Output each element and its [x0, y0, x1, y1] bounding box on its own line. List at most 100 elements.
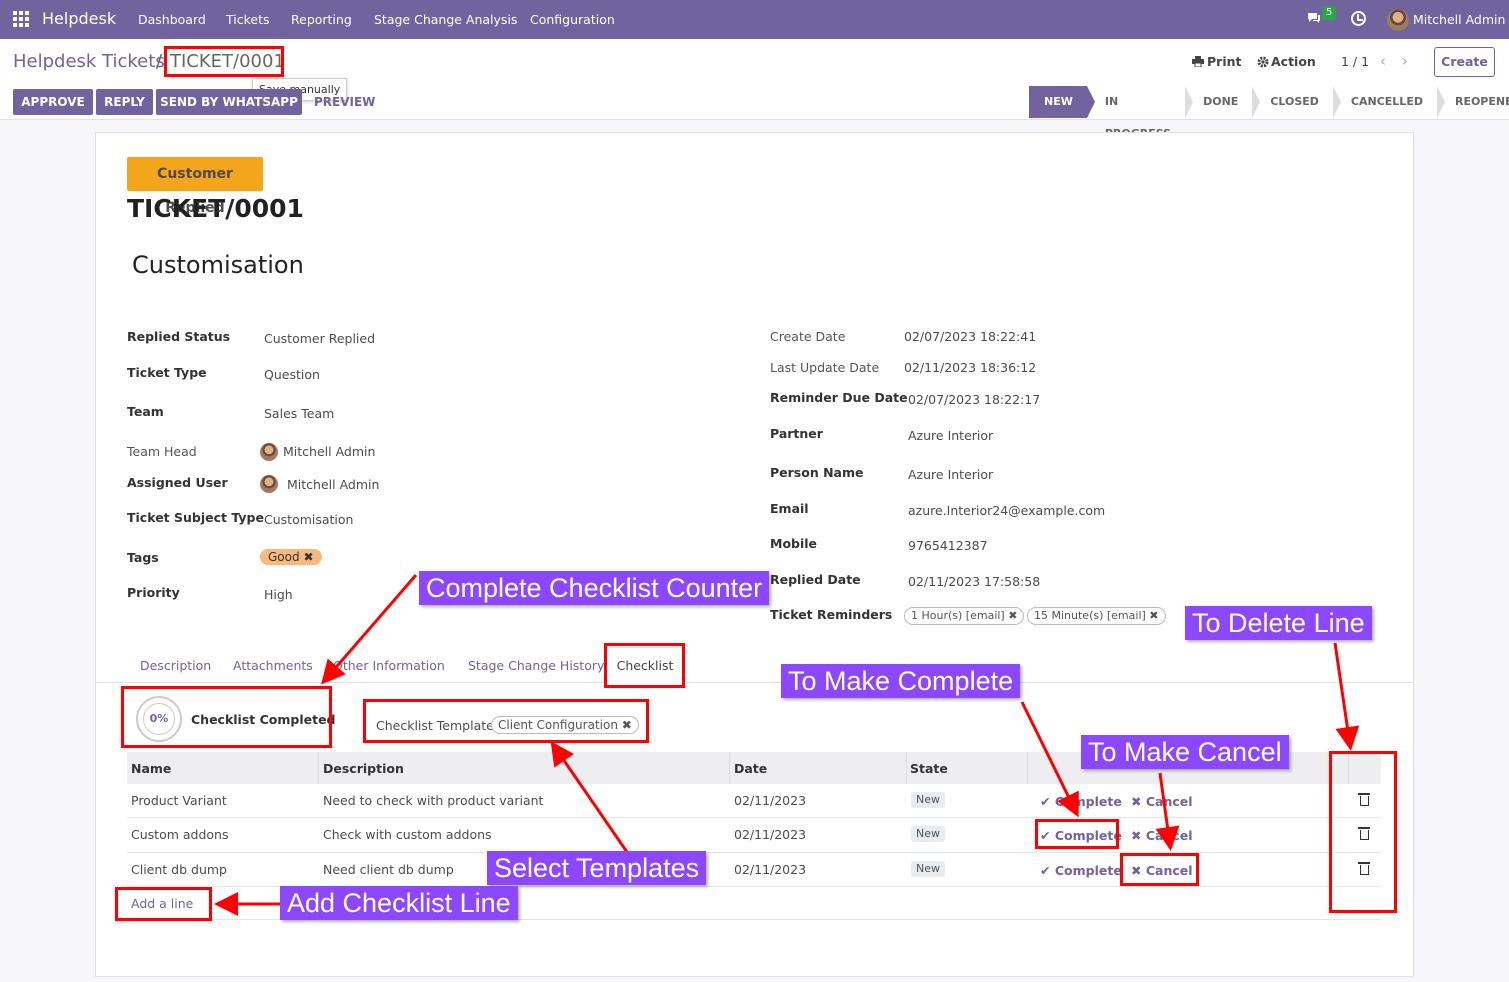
value-mobile[interactable]: 9765412387 — [908, 538, 988, 553]
col-date[interactable]: Date — [734, 761, 768, 776]
value-assigned-user[interactable]: Mitchell Admin — [287, 477, 380, 492]
row2-date[interactable]: 02/11/2023 — [734, 827, 807, 842]
action-button[interactable]: Action — [1271, 54, 1316, 69]
highlight-complete — [1035, 819, 1119, 849]
check-icon: ✔ — [1040, 828, 1051, 843]
value-reminder-due-date[interactable]: 02/07/2023 18:22:17 — [908, 392, 1041, 407]
approve-button[interactable]: APPROVE — [13, 89, 93, 115]
label-mobile: Mobile — [770, 536, 818, 551]
row3-description[interactable]: Need client db dump — [323, 862, 454, 877]
row1-cancel-button[interactable]: ✖ Cancel — [1131, 794, 1193, 809]
user-avatar[interactable] — [1387, 9, 1409, 31]
row1-cancel-label: Cancel — [1145, 794, 1193, 809]
stage-reopened[interactable]: REOPENED — [1437, 86, 1509, 118]
row3-cancel-label: Cancel — [1145, 863, 1193, 878]
breadcrumb-parent[interactable]: Helpdesk Tickets — [13, 51, 165, 72]
print-icon[interactable] — [1192, 56, 1204, 67]
value-email[interactable]: azure.Interior24@example.com — [908, 503, 1106, 518]
value-ticket-type[interactable]: Question — [264, 367, 320, 382]
row2-complete-button[interactable]: ✔ Complete — [1040, 828, 1122, 843]
label-last-update-date: Last Update Date — [770, 360, 880, 375]
value-replied-date[interactable]: 02/11/2023 17:58:58 — [908, 574, 1041, 589]
value-replied-status[interactable]: Customer Replied — [264, 331, 376, 346]
chat-icon[interactable] — [1306, 10, 1322, 26]
value-ticket-subject-type[interactable]: Customisation — [264, 512, 354, 527]
pager-prev-icon[interactable]: ‹ — [1380, 52, 1386, 70]
add-a-line-link[interactable]: Add a line — [131, 896, 194, 911]
stage-cancelled[interactable]: CANCELLED — [1333, 86, 1446, 118]
preview-button[interactable]: PREVIEW — [314, 95, 376, 109]
create-button[interactable]: Create — [1434, 47, 1495, 77]
value-team[interactable]: Sales Team — [264, 406, 335, 421]
menu-dashboard[interactable]: Dashboard — [138, 12, 206, 27]
tab-stage-change-history[interactable]: Stage Change History — [468, 658, 605, 673]
activity-clock-icon[interactable] — [1351, 11, 1366, 26]
row3-delete-icon[interactable] — [1358, 862, 1370, 875]
row2-description[interactable]: Check with custom addons — [323, 827, 492, 842]
row1-description[interactable]: Need to check with product variant — [323, 793, 544, 808]
row1-name[interactable]: Product Variant — [131, 793, 227, 808]
tag-good-label: Good — [268, 550, 300, 564]
label-priority: Priority — [127, 585, 180, 600]
value-last-update-date: 02/11/2023 18:36:12 — [904, 360, 1037, 375]
send-whatsapp-button[interactable]: SEND BY WHATSAPP — [156, 89, 302, 115]
row3-date[interactable]: 02/11/2023 — [734, 862, 807, 877]
menu-stage-change-analysis[interactable]: Stage Change Analysis — [374, 12, 518, 27]
pager-next-icon[interactable]: › — [1402, 52, 1408, 70]
row3-complete-button[interactable]: ✔ Complete — [1040, 863, 1122, 878]
reminder-tag-2[interactable]: 15 Minute(s) [email] ✖ — [1027, 607, 1166, 625]
pager-value[interactable]: 1 / 1 — [1341, 54, 1370, 69]
menu-tickets[interactable]: Tickets — [226, 12, 270, 27]
col-name[interactable]: Name — [131, 761, 172, 776]
checklist-template-tag[interactable]: Client Configuration ✖ — [491, 716, 639, 734]
template-remove-icon[interactable]: ✖ — [621, 718, 632, 732]
value-partner[interactable]: Azure Interior — [908, 428, 994, 443]
callout-counter: Complete Checklist Counter — [419, 571, 770, 605]
stage-closed[interactable]: CLOSED — [1252, 86, 1341, 118]
breadcrumb-current: TICKET/0001 — [170, 51, 285, 72]
row2-name[interactable]: Custom addons — [131, 827, 229, 842]
user-name[interactable]: Mitchell Admin — [1413, 12, 1506, 27]
reminder-remove-icon[interactable]: ✖ — [1008, 609, 1018, 622]
tab-other-information[interactable]: Other Information — [333, 658, 445, 673]
label-ticket-type: Ticket Type — [127, 365, 207, 380]
row3-cancel-button[interactable]: ✖ Cancel — [1131, 863, 1193, 878]
reminder-remove-icon[interactable]: ✖ — [1149, 609, 1159, 622]
cross-icon: ✖ — [1131, 863, 1142, 878]
callout-templates: Select Templates — [487, 851, 707, 885]
col-divider — [1348, 752, 1349, 784]
highlight-checklist-tab — [604, 643, 685, 688]
value-priority[interactable]: High — [264, 587, 293, 602]
label-ticket-reminders: Ticket Reminders — [770, 607, 893, 622]
tab-checklist[interactable]: Checklist — [606, 647, 684, 683]
reminder-tag-1[interactable]: 1 Hour(s) [email] ✖ — [904, 607, 1025, 625]
row1-delete-icon[interactable] — [1358, 793, 1370, 806]
col-state[interactable]: State — [910, 761, 948, 776]
value-team-head: Mitchell Admin — [283, 444, 376, 459]
menu-configuration[interactable]: Configuration — [530, 12, 615, 27]
reply-button[interactable]: REPLY — [96, 89, 153, 115]
label-team: Team — [127, 404, 164, 419]
col-divider — [906, 752, 907, 784]
stage-statusbar: NEW IN PROGRESS DONE CLOSED CANCELLED RE… — [1029, 86, 1509, 140]
label-create-date: Create Date — [770, 329, 846, 344]
tag-good[interactable]: Good ✖ — [260, 549, 322, 565]
tab-description[interactable]: Description — [140, 658, 212, 673]
ticket-subject[interactable]: Customisation — [132, 251, 304, 279]
apps-menu-icon[interactable] — [13, 11, 29, 27]
app-name[interactable]: Helpdesk — [42, 9, 117, 28]
row2-delete-icon[interactable] — [1358, 827, 1370, 840]
row3-name[interactable]: Client db dump — [131, 862, 227, 877]
menu-reporting[interactable]: Reporting — [291, 12, 352, 27]
value-person-name[interactable]: Azure Interior — [908, 467, 994, 482]
col-description[interactable]: Description — [323, 761, 404, 776]
stage-new[interactable]: NEW — [1029, 86, 1095, 118]
row1-date[interactable]: 02/11/2023 — [734, 793, 807, 808]
label-assigned-user: Assigned User — [127, 475, 228, 490]
tag-remove-icon[interactable]: ✖ — [303, 550, 314, 564]
tab-attachments[interactable]: Attachments — [233, 658, 313, 673]
gear-icon[interactable] — [1257, 56, 1269, 68]
row3-complete-label: Complete — [1054, 863, 1122, 878]
stage-done[interactable]: DONE — [1185, 86, 1261, 118]
print-button[interactable]: Print — [1207, 54, 1242, 69]
